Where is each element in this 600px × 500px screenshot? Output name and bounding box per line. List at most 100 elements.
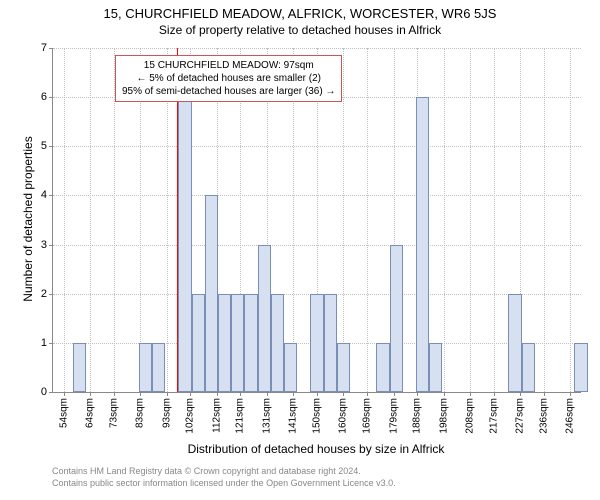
x-tick-mark: [470, 392, 471, 396]
x-tick-label: 179sqm: [388, 398, 399, 434]
footer-attribution: Contains HM Land Registry data © Crown c…: [52, 466, 396, 489]
bar: [178, 97, 191, 392]
y-tick-mark: [49, 245, 53, 246]
y-tick-mark: [49, 343, 53, 344]
page-subtitle: Size of property relative to detached ho…: [0, 21, 600, 37]
grid-line-vertical: [343, 48, 344, 392]
x-tick-label: 54sqm: [58, 398, 69, 428]
grid-line-vertical: [90, 48, 91, 392]
y-tick-label: 7: [41, 42, 47, 54]
x-tick-mark: [444, 392, 445, 396]
footer-line: Contains HM Land Registry data © Crown c…: [52, 466, 396, 478]
bar: [522, 343, 535, 392]
x-tick-label: 198sqm: [438, 398, 449, 434]
bar: [231, 294, 244, 392]
grid-line-vertical: [470, 48, 471, 392]
x-tick-mark: [114, 392, 115, 396]
x-tick-mark: [367, 392, 368, 396]
grid-line-vertical: [367, 48, 368, 392]
bar: [205, 195, 218, 392]
bar: [508, 294, 521, 392]
chart-container: 15, CHURCHFIELD MEADOW, ALFRICK, WORCEST…: [0, 0, 600, 500]
page-title: 15, CHURCHFIELD MEADOW, ALFRICK, WORCEST…: [0, 0, 600, 21]
bar: [271, 294, 284, 392]
x-tick-mark: [293, 392, 294, 396]
y-axis-label: Number of detached properties: [21, 119, 35, 319]
x-tick-label: 169sqm: [362, 398, 373, 434]
grid-line-vertical: [544, 48, 545, 392]
x-tick-label: 121sqm: [235, 398, 246, 434]
grid-line-vertical: [444, 48, 445, 392]
x-tick-label: 208sqm: [465, 398, 476, 434]
bar: [376, 343, 389, 392]
x-tick-mark: [167, 392, 168, 396]
y-tick-mark: [49, 146, 53, 147]
grid-line-vertical: [64, 48, 65, 392]
x-tick-label: 112sqm: [211, 398, 222, 433]
bar: [192, 294, 205, 392]
bar: [258, 245, 271, 392]
bar: [324, 294, 337, 392]
x-tick-label: 64sqm: [84, 398, 95, 428]
x-tick-mark: [544, 392, 545, 396]
x-tick-mark: [267, 392, 268, 396]
bar: [73, 343, 86, 392]
x-tick-mark: [140, 392, 141, 396]
x-tick-mark: [217, 392, 218, 396]
x-tick-mark: [417, 392, 418, 396]
x-tick-mark: [494, 392, 495, 396]
bar: [310, 294, 323, 392]
annotation-line: 15 CHURCHFIELD MEADOW: 97sqm: [122, 59, 335, 72]
y-tick-label: 0: [41, 386, 47, 398]
x-tick-label: 236sqm: [539, 398, 550, 434]
y-tick-label: 5: [41, 140, 47, 152]
bar: [416, 97, 429, 392]
x-tick-label: 188sqm: [412, 398, 423, 434]
y-tick-label: 3: [41, 239, 47, 251]
bar: [139, 343, 152, 392]
grid-line-vertical: [494, 48, 495, 392]
x-tick-mark: [343, 392, 344, 396]
footer-line: Contains public sector information licen…: [52, 478, 396, 490]
x-tick-label: 102sqm: [185, 398, 196, 434]
x-tick-label: 73sqm: [108, 398, 119, 428]
x-tick-mark: [520, 392, 521, 396]
y-tick-mark: [49, 97, 53, 98]
x-tick-mark: [90, 392, 91, 396]
x-tick-label: 93sqm: [161, 398, 172, 428]
grid-line-vertical: [570, 48, 571, 392]
bar: [152, 343, 165, 392]
annotation-box: 15 CHURCHFIELD MEADOW: 97sqm← 5% of deta…: [115, 55, 342, 102]
x-tick-label: 141sqm: [288, 398, 299, 434]
plot-area: 0123456754sqm64sqm73sqm83sqm93sqm102sqm1…: [52, 48, 581, 393]
x-tick-label: 160sqm: [338, 398, 349, 434]
bar: [284, 343, 297, 392]
y-tick-label: 4: [41, 189, 47, 201]
y-tick-label: 2: [41, 288, 47, 300]
x-tick-label: 217sqm: [488, 398, 499, 434]
y-tick-mark: [49, 392, 53, 393]
x-tick-label: 131sqm: [261, 398, 272, 434]
y-tick-mark: [49, 195, 53, 196]
bar: [429, 343, 442, 392]
annotation-line: 95% of semi-detached houses are larger (…: [122, 85, 335, 98]
x-tick-mark: [317, 392, 318, 396]
x-tick-label: 83sqm: [135, 398, 146, 428]
y-tick-label: 1: [41, 337, 47, 349]
x-tick-mark: [190, 392, 191, 396]
y-tick-mark: [49, 294, 53, 295]
bar: [337, 343, 350, 392]
bar: [574, 343, 587, 392]
bar: [244, 294, 257, 392]
x-tick-label: 246sqm: [565, 398, 576, 434]
annotation-line: ← 5% of detached houses are smaller (2): [122, 72, 335, 85]
x-tick-mark: [394, 392, 395, 396]
x-tick-label: 227sqm: [515, 398, 526, 434]
y-tick-mark: [49, 48, 53, 49]
x-tick-label: 150sqm: [312, 398, 323, 434]
bar: [218, 294, 231, 392]
x-tick-mark: [570, 392, 571, 396]
x-tick-mark: [64, 392, 65, 396]
y-tick-label: 6: [41, 91, 47, 103]
bar: [390, 245, 403, 392]
